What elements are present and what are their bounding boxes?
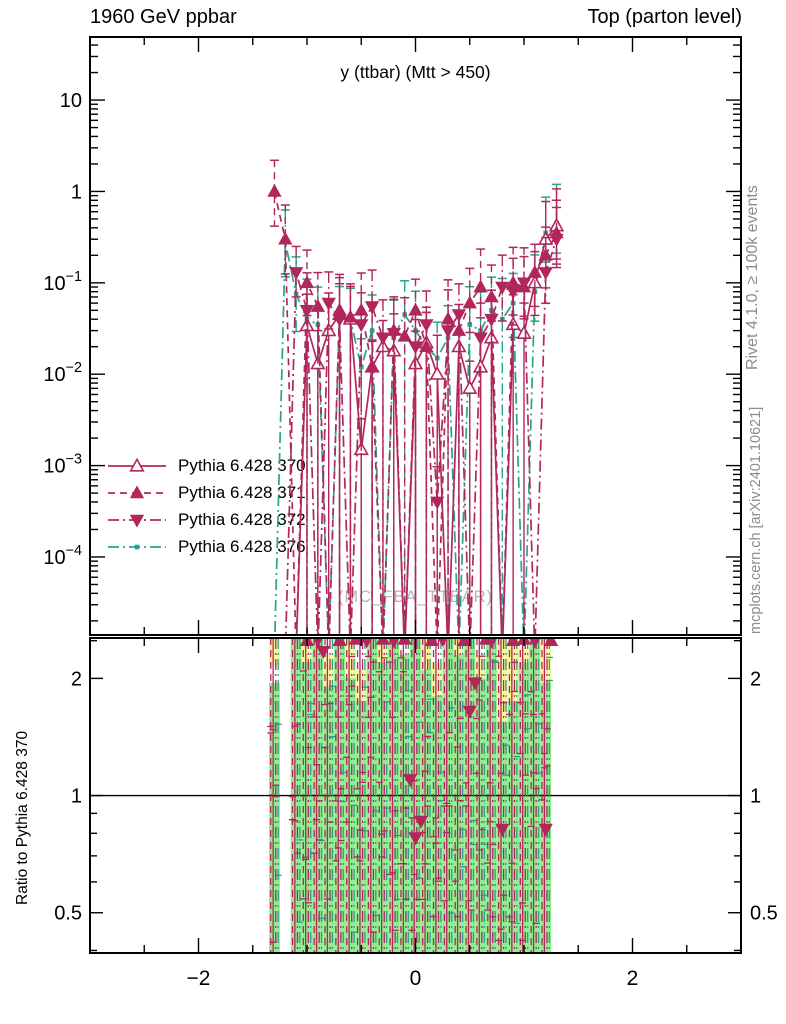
svg-text:0.5: 0.5 [54, 903, 82, 925]
plot-title: y (ttbar) (Mtt > 450) [340, 62, 491, 82]
svg-text:10−3: 10−3 [43, 452, 82, 478]
beam-energy-title: 1960 GeV ppbar [90, 6, 237, 28]
series-pythia-6.428-371 [267, 159, 564, 635]
legend-item-label: Pythia 6.428 372 [178, 509, 306, 529]
legend-item-label: Pythia 6.428 370 [178, 455, 306, 475]
rivet-version-label: Rivet 4.1.0, ≥ 100k events [744, 185, 761, 370]
legend-item-label: Pythia 6.428 376 [178, 536, 306, 556]
svg-text:10: 10 [60, 90, 82, 112]
ratio-uncertainty-bands [269, 638, 552, 953]
legend-marker-triangle-filled-icon [108, 484, 166, 498]
svg-text:1: 1 [71, 181, 82, 203]
legend: Pythia 6.428 370 Pythia 6.428 371 Pythia 6… [106, 452, 306, 560]
svg-text:10−2: 10−2 [43, 360, 82, 386]
legend-item-label: Pythia 6.428 371 [178, 482, 306, 502]
legend-marker-triangle-down-filled-icon [108, 514, 166, 528]
svg-text:2: 2 [750, 668, 761, 690]
svg-text:10−4: 10−4 [43, 543, 82, 569]
svg-text:10−1: 10−1 [43, 269, 82, 295]
watermark-label: (MC_FBA_TTBAR) [337, 588, 494, 606]
series-pythia-6.428-370 [295, 188, 565, 635]
svg-text:0.5: 0.5 [750, 903, 778, 925]
analysis-group-title: Top (parton level) [587, 6, 742, 28]
svg-text:1: 1 [750, 786, 761, 808]
svg-text:0: 0 [410, 967, 422, 990]
series-pythia-6.428-372 [284, 206, 564, 635]
ratio-series-lines [267, 638, 559, 953]
svg-text:−2: −2 [187, 967, 211, 990]
svg-text:2: 2 [627, 967, 639, 990]
series-pythia-6.428-376 [274, 183, 562, 635]
legend-item-4: Pythia 6.428 376 [106, 533, 306, 560]
legend-marker-triangle-open-icon [108, 457, 166, 472]
svg-text:2: 2 [71, 668, 82, 690]
legend-item-3: Pythia 6.428 372 [106, 506, 306, 533]
svg-text:1: 1 [71, 786, 82, 808]
legend-item-1: Pythia 6.428 370 [106, 452, 306, 479]
mcplots-attribution-label: mcplots.cern.ch [arXiv:2401.10621] [748, 406, 764, 634]
ratio-y-axis-label: Ratio to Pythia 6.428 370 [14, 730, 31, 905]
legend-marker-small-square-icon [108, 544, 166, 549]
legend-item-2: Pythia 6.428 371 [106, 479, 306, 506]
